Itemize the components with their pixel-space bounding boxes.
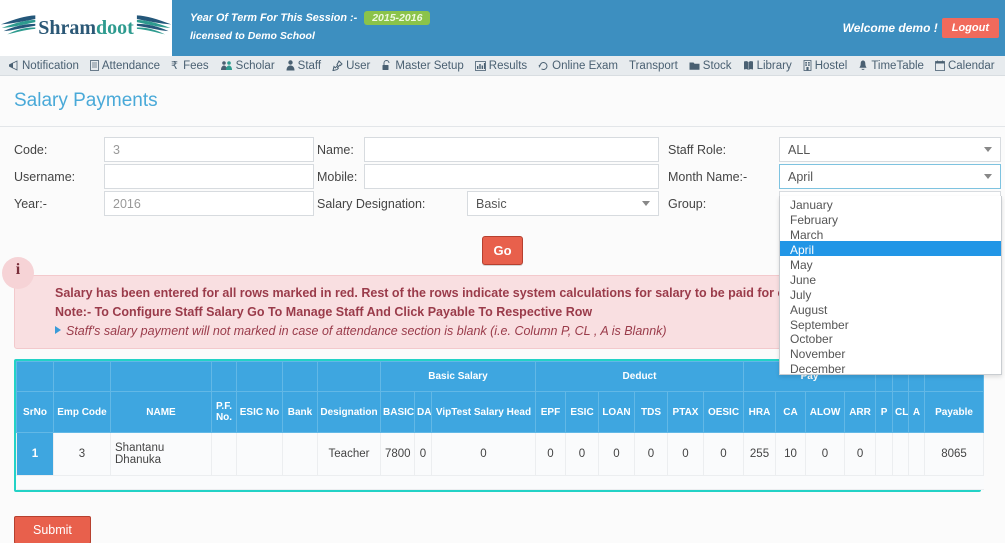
svg-text:₹: ₹ <box>171 60 178 71</box>
